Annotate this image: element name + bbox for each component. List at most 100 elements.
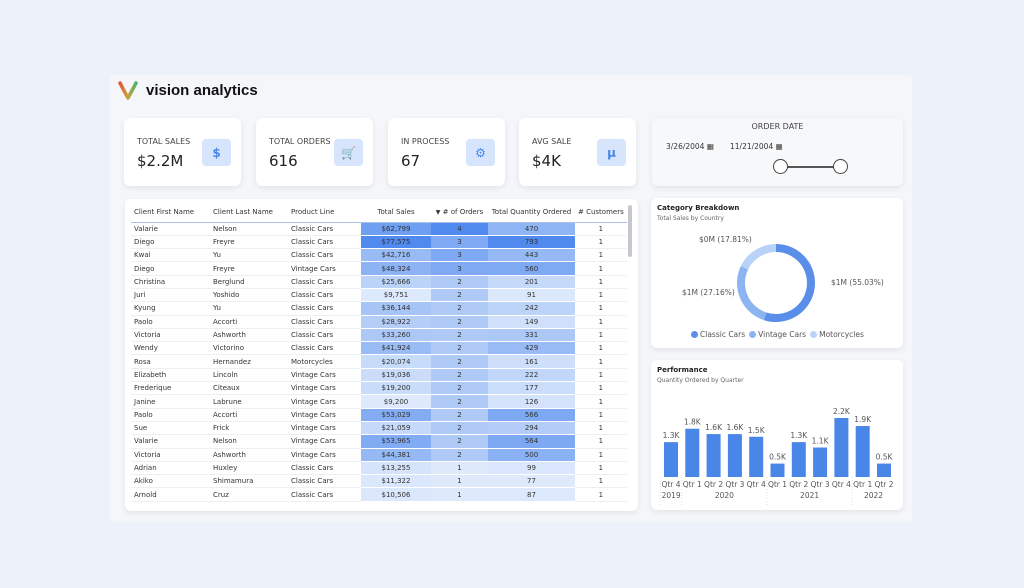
table-cell: 126 xyxy=(488,394,575,409)
start-date-input[interactable]: 3/26/2004 ▦ xyxy=(662,140,718,153)
bar[interactable] xyxy=(706,434,721,477)
table-cell: 500 xyxy=(488,448,575,462)
table-row[interactable]: Sue Frick Vintage Cars $21,059 2 294 1 xyxy=(131,421,627,436)
table-cell: $11,322 xyxy=(361,474,431,489)
legend-item[interactable]: Vintage Cars xyxy=(749,330,806,339)
table-cell: Freyre xyxy=(210,235,288,250)
legend-item[interactable]: Classic Cars xyxy=(691,330,745,339)
table-row[interactable]: Victoria Ashworth Classic Cars $33,260 2 331 1 xyxy=(131,328,627,343)
bar[interactable] xyxy=(813,447,828,478)
table-cell: Classic Cars xyxy=(288,275,361,289)
column-header[interactable]: Client First Name xyxy=(131,203,210,223)
table-cell: 1 xyxy=(575,222,627,236)
table-row[interactable]: Diego Freyre Classic Cars $77,575 3 793 1 xyxy=(131,235,627,250)
bar[interactable] xyxy=(791,442,806,477)
table-cell: $20,074 xyxy=(361,354,431,369)
table-row[interactable]: Christina Berglund Classic Cars $25,666 2 201… xyxy=(131,275,627,289)
column-header[interactable]: Product Line xyxy=(288,203,361,223)
bar[interactable] xyxy=(834,418,849,477)
table-cell: 1 xyxy=(575,448,627,462)
table-row[interactable]: Janine Labrune Vintage Cars $9,200 2 126 1 xyxy=(131,394,627,409)
legend-label: Vintage Cars xyxy=(758,330,807,339)
vision-logo-icon xyxy=(118,81,138,100)
table-cell: 1 xyxy=(575,381,627,396)
table-row[interactable]: Victoria Ashworth Vintage Cars $44,381 2 500 1 xyxy=(131,448,627,462)
bar[interactable] xyxy=(664,442,678,477)
table-cell: 1 xyxy=(575,487,627,502)
kpi-card: TOTAL SALES $2.2M $ xyxy=(124,118,241,186)
donut-slice[interactable] xyxy=(737,265,767,321)
bar[interactable] xyxy=(749,436,764,477)
table-row[interactable]: Valarie Nelson Vintage Cars $53,965 2 564 1 xyxy=(131,434,627,449)
x-tick-label: Qtr 2 xyxy=(704,480,723,489)
legend-label: Motorcycles xyxy=(819,330,864,339)
sort-descending-icon[interactable]: ▼ xyxy=(435,209,441,217)
table-cell: Huxley xyxy=(210,461,288,476)
table-cell: $36,144 xyxy=(361,301,431,316)
column-header[interactable]: # Customers xyxy=(575,203,627,223)
column-header[interactable]: ▼ # of Orders xyxy=(431,203,488,223)
table-cell: Arnold xyxy=(131,487,210,502)
table-cell: Vintage Cars xyxy=(288,421,361,436)
table-cell: 201 xyxy=(488,275,575,289)
legend-item[interactable]: Motorcycles xyxy=(810,330,864,339)
column-header[interactable]: Total Sales xyxy=(361,203,431,223)
table-row[interactable]: Paolo Accorti Vintage Cars $53,029 2 566 1 xyxy=(131,408,627,422)
bar[interactable] xyxy=(685,428,700,477)
legend-dot-icon xyxy=(691,331,698,338)
table-row[interactable]: Adrian Huxley Classic Cars $13,255 1 99 1 xyxy=(131,461,627,476)
table-row[interactable]: Wendy Victorino Classic Cars $41,924 2 429 1 xyxy=(131,341,627,356)
table-cell: 222 xyxy=(488,368,575,383)
table-cell: 470 xyxy=(488,222,575,236)
calendar-icon[interactable]: ▦ xyxy=(706,142,714,151)
kpi-value: 616 xyxy=(269,152,298,170)
table-cell: 2 xyxy=(431,341,488,356)
table-row[interactable]: Elizabeth Lincoln Vintage Cars $19,036 2 222 1 xyxy=(131,368,627,383)
table-row[interactable]: Frederique Citeaux Vintage Cars $19,200 2 177… xyxy=(131,381,627,396)
bar[interactable] xyxy=(855,426,870,477)
x-tick-label: Qtr 4 xyxy=(661,480,680,489)
year-label: 2019 xyxy=(662,491,681,500)
table-cell: $21,059 xyxy=(361,421,431,436)
table-cell: Victoria xyxy=(131,328,210,343)
table-cell: Valarie xyxy=(131,434,210,449)
table-cell: 443 xyxy=(488,248,575,263)
slider-end-handle[interactable] xyxy=(833,159,848,174)
table-row[interactable]: Kyung Yu Classic Cars $36,144 2 242 1 xyxy=(131,301,627,316)
column-header[interactable]: Total Quantity Ordered xyxy=(488,203,575,223)
table-cell: 77 xyxy=(488,474,575,489)
table-cell: 566 xyxy=(488,408,575,422)
bar[interactable] xyxy=(770,463,785,477)
bar[interactable] xyxy=(877,463,891,477)
table-cell: Nelson xyxy=(210,434,288,449)
table-cell: 2 xyxy=(431,434,488,449)
table-cell: $19,200 xyxy=(361,381,431,396)
donut-slice[interactable] xyxy=(763,244,815,322)
table-row[interactable]: Arnold Cruz Classic Cars $10,506 1 87 1 xyxy=(131,487,627,502)
table-row[interactable]: Diego Freyre Vintage Cars $48,324 3 560 1 xyxy=(131,261,627,276)
table-row[interactable]: Paolo Accorti Classic Cars $28,922 2 149 1 xyxy=(131,315,627,329)
bar-value-label: 0.5K xyxy=(769,453,787,462)
table-cell: Vintage Cars xyxy=(288,368,361,383)
table-cell: 1 xyxy=(575,248,627,263)
table-row[interactable]: Akiko Shimamura Classic Cars $11,322 1 77 1 xyxy=(131,474,627,489)
table-cell: Sue xyxy=(131,421,210,436)
donut-slice[interactable] xyxy=(740,244,777,270)
donut-chart xyxy=(737,244,815,322)
end-date-input[interactable]: 11/21/2004 ▦ xyxy=(726,140,787,153)
slider-start-handle[interactable] xyxy=(773,159,788,174)
table-row[interactable]: Juri Yoshido Classic Cars $9,751 2 91 1 xyxy=(131,288,627,303)
table-row[interactable]: Valarie Nelson Classic Cars $62,799 4 470 1 xyxy=(131,222,627,236)
table-cell: Motorcycles xyxy=(288,354,361,369)
table-cell: 2 xyxy=(431,408,488,422)
table-row[interactable]: Kwai Yu Classic Cars $42,716 3 443 1 xyxy=(131,248,627,263)
table-scrollbar[interactable] xyxy=(628,205,632,257)
bar-value-label: 1.1K xyxy=(812,437,830,446)
table-row[interactable]: Rosa Hernandez Motorcycles $20,074 2 161 1 xyxy=(131,354,627,369)
bar[interactable] xyxy=(727,434,742,477)
column-header[interactable]: Client Last Name xyxy=(210,203,288,223)
calendar-icon[interactable]: ▦ xyxy=(775,142,783,151)
table-cell: 4 xyxy=(431,222,488,236)
bar-value-label: 0.5K xyxy=(876,453,894,462)
kpi-label: AVG SALE xyxy=(532,137,572,146)
